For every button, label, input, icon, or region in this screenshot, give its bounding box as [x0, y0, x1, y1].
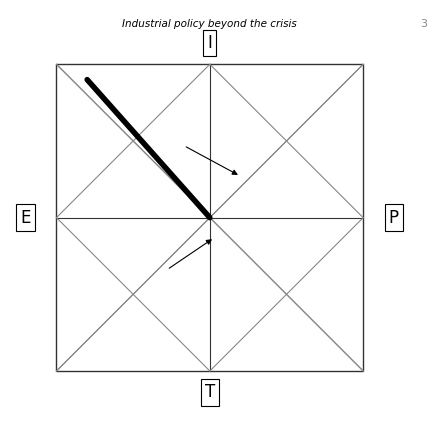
Text: E: E [20, 209, 31, 227]
Text: I: I [207, 34, 212, 52]
Text: T: T [204, 383, 214, 401]
Text: Industrial policy beyond the crisis: Industrial policy beyond the crisis [122, 19, 296, 30]
Text: 3: 3 [420, 19, 427, 30]
Text: P: P [388, 209, 398, 227]
